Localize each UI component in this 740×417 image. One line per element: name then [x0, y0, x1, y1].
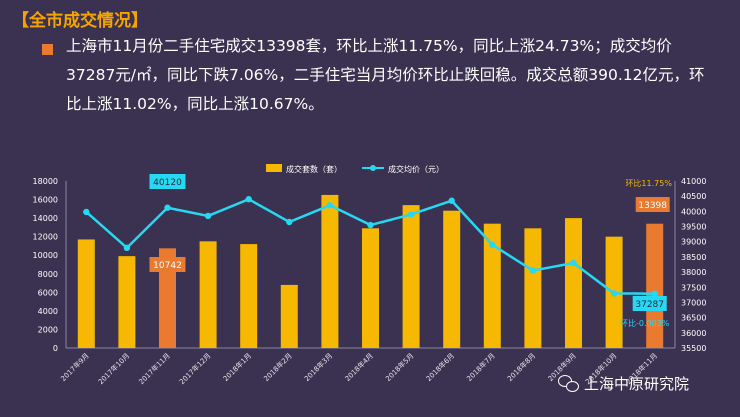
summary-paragraph: 上海市11月份二手住宅成交13398套，环比上涨11.75%，同比上涨24.73… [66, 37, 705, 113]
legend-line-marker [370, 165, 376, 171]
line-point-7 [367, 221, 374, 229]
x-tick-label: 2018年7月 [465, 351, 497, 383]
y-right-tick-label: 39000 [681, 238, 706, 247]
x-tick-label: 2018年4月 [343, 351, 375, 383]
y-left-tick-label: 8000 [38, 270, 58, 279]
line-point-13 [610, 290, 618, 297]
callout-line-nov2018-box [632, 296, 667, 311]
line-point-0 [83, 208, 90, 216]
bar-2 [159, 248, 176, 348]
y-left-tick-label: 6000 [38, 288, 58, 297]
x-tick-label: 2018年6月 [424, 351, 456, 383]
bar-0 [77, 239, 95, 348]
y-left-tick-label: 14000 [33, 214, 58, 223]
x-tick-label: 2017年9月 [59, 351, 91, 383]
y-left-tick-label: 2000 [38, 325, 58, 334]
bar-14 [646, 223, 664, 348]
annotation-mom-up: 环比11.75% [625, 178, 672, 188]
line-point-9 [448, 197, 455, 204]
line-point-2 [164, 204, 171, 211]
x-tick-label: 2018年8月 [505, 351, 537, 383]
bar-1 [118, 256, 136, 348]
callout-bar-nov2018-box [635, 197, 670, 212]
legend-line-label: 成交均价（元） [388, 164, 444, 174]
legend-bar-label: 成交套数（套） [286, 164, 342, 174]
bar-7 [362, 228, 379, 348]
callout-bar-nov2017: 10742 [153, 261, 182, 271]
bar-5 [280, 284, 298, 348]
x-tick-label: 2018年1月 [221, 351, 253, 383]
x-tick-label: 2017年10月 [96, 351, 131, 386]
y-right-tick-label: 38000 [681, 268, 706, 277]
bar-6 [321, 194, 339, 348]
bar-11 [524, 228, 542, 348]
y-right-tick-label: 40000 [681, 207, 706, 216]
y-right-tick-label: 37000 [681, 298, 706, 307]
y-right-tick-label: 35500 [681, 344, 706, 353]
y-left-tick-label: 12000 [33, 233, 58, 242]
line-point-1 [123, 244, 131, 251]
section-title: 【全市成交情况】 [12, 11, 148, 31]
y-left-tick-label: 16000 [33, 196, 58, 205]
legend-bar-swatch [266, 164, 282, 172]
bar-3 [199, 241, 217, 348]
wechat-icon [558, 374, 580, 393]
y-right-tick-label: 39500 [681, 223, 706, 232]
y-right-tick-label: 37500 [681, 283, 706, 292]
watermark: 上海中原研究院 [558, 373, 689, 394]
callout-line-nov2017-box [149, 174, 186, 189]
y-right-tick-label: 36000 [681, 329, 706, 338]
bar-8 [402, 205, 420, 348]
x-tick-label: 2018年2月 [262, 351, 294, 383]
y-left-tick-label: 0 [53, 344, 58, 353]
line-point-6 [326, 202, 334, 209]
line-point-4 [245, 196, 252, 203]
y-left-tick-label: 4000 [38, 307, 58, 316]
bar-9 [443, 210, 461, 348]
y-right-tick-label: 38500 [681, 253, 706, 262]
line-point-3 [204, 212, 212, 220]
callout-bar-nov2017-box [149, 257, 186, 272]
line-point-10 [489, 241, 496, 248]
line-point-14 [651, 290, 658, 297]
x-tick-label: 2017年12月 [177, 351, 212, 386]
line-point-8 [407, 211, 415, 218]
line-point-11 [529, 267, 537, 274]
callout-line-nov2018: 37287 [635, 300, 664, 310]
line-point-5 [286, 218, 293, 226]
x-tick-label: 2018年5月 [383, 351, 415, 383]
bullet-marker [42, 44, 53, 55]
callout-bar-nov2018: 13398 [638, 201, 667, 211]
y-left-tick-label: 10000 [33, 251, 58, 260]
x-tick-label: 2017年11月 [137, 351, 172, 386]
annotation-mom-down: 环比-0.003% [620, 318, 670, 328]
y-right-tick-label: 40500 [681, 192, 706, 201]
y-right-tick-label: 36500 [681, 314, 706, 323]
x-tick-label: 2018年3月 [302, 351, 334, 383]
watermark-text: 上海中原研究院 [584, 375, 690, 393]
y-left-tick-label: 18000 [33, 177, 58, 186]
bar-12 [565, 218, 582, 348]
y-right-tick-label: 41000 [681, 177, 706, 186]
line-point-12 [570, 259, 577, 267]
combo-chart: 0 2000 4000 6000 8000 10000 12000 14000 16000 180… [33, 164, 706, 386]
callout-line-nov2017: 40120 [153, 178, 182, 188]
bar-4 [240, 244, 258, 348]
bar-10 [483, 223, 501, 348]
